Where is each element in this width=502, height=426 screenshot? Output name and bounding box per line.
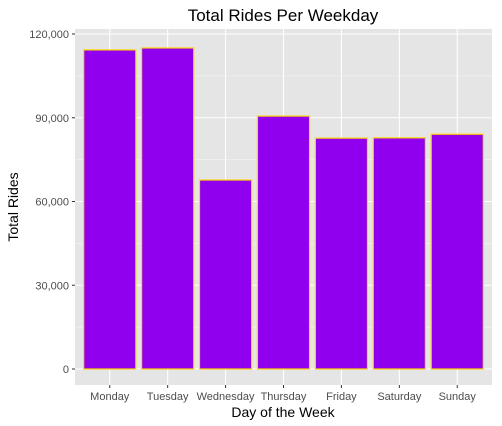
bar-tuesday: [141, 47, 195, 370]
y-tick-label: 0: [63, 364, 69, 376]
bar-sunday: [430, 133, 484, 370]
y-tick-label: 90,000: [35, 113, 69, 125]
x-tick-label: Tuesday: [147, 391, 189, 403]
x-tick-label: Thursday: [261, 391, 307, 403]
x-tick-label: Saturday: [377, 391, 422, 403]
chart-title: Total Rides Per Weekday: [188, 6, 379, 25]
y-tick-label: 30,000: [35, 280, 69, 292]
x-tick-label: Friday: [326, 391, 357, 403]
bar-thursday: [256, 115, 311, 370]
bar-saturday: [372, 137, 426, 370]
x-axis-title: Day of the Week: [231, 404, 335, 420]
bar-wednesday: [198, 179, 253, 370]
y-tick-label: 120,000: [29, 29, 69, 41]
x-tick-label: Sunday: [439, 391, 477, 403]
bars: [83, 47, 484, 370]
bar-friday: [314, 137, 369, 370]
x-tick-label: Wednesday: [197, 391, 255, 403]
x-tick-label: Monday: [90, 391, 130, 403]
y-tick-label: 60,000: [35, 197, 69, 209]
y-axis-ticks: 0 30,000 60,000 90,000 120,000: [29, 29, 75, 376]
y-axis-title: Total Rides: [5, 172, 21, 241]
bar-monday: [83, 49, 137, 370]
x-axis-ticks: Monday Tuesday Wednesday Thursday Friday Satu…: [90, 385, 476, 403]
